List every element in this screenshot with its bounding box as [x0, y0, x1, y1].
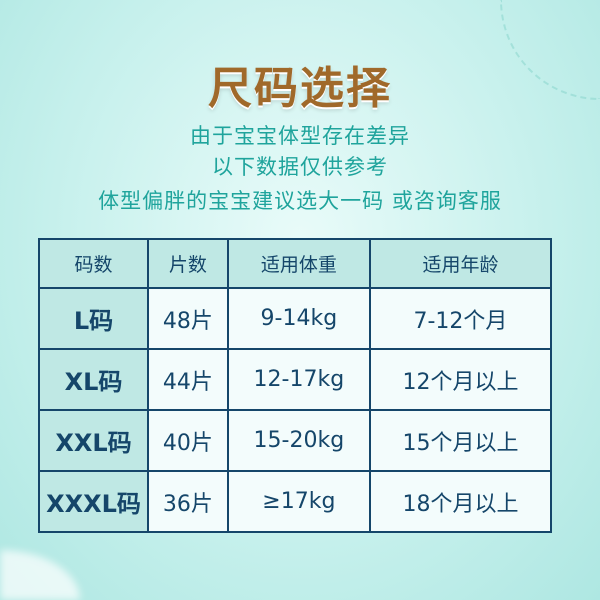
cell-count: 40片: [147, 409, 229, 472]
cell-count: 48片: [147, 287, 229, 350]
header-count: 片数: [147, 238, 229, 289]
table-row: XXL码 40片 15-20kg 15个月以上: [38, 409, 553, 472]
header-weight: 适用体重: [226, 238, 371, 289]
header-size: 码数: [38, 238, 149, 289]
table-header-row: 码数 片数 适用体重 适用年龄: [38, 238, 553, 289]
cell-age: 15个月以上: [368, 409, 553, 472]
cell-size: L码: [38, 287, 149, 350]
cell-age: 18个月以上: [368, 470, 553, 533]
table-row: L码 48片 9-14kg 7-12个月: [38, 287, 553, 350]
cell-weight: 12-17kg: [226, 348, 371, 411]
cell-count: 44片: [147, 348, 229, 411]
cell-weight: 9-14kg: [226, 287, 371, 350]
cell-age: 7-12个月: [368, 287, 553, 350]
size-table: 码数 片数 适用体重 适用年龄 L码 48片 9-14kg 7-12个月 XL码…: [38, 238, 553, 533]
cell-size: XXXL码: [38, 470, 149, 533]
cell-size: XL码: [38, 348, 149, 411]
subtitle-line-1: 由于宝宝体型存在差异: [190, 124, 410, 148]
header-age: 适用年龄: [368, 238, 553, 289]
subtitle-line-3: 体型偏胖的宝宝建议选大一码 或咨询客服: [98, 189, 502, 213]
decorative-cloud: [0, 550, 80, 600]
cell-weight: 15-20kg: [226, 409, 371, 472]
cell-weight: ≥17kg: [226, 470, 371, 533]
cell-count: 36片: [147, 470, 229, 533]
table-row: XXXL码 36片 ≥17kg 18个月以上: [38, 470, 553, 533]
page-title: 尺码选择: [208, 63, 392, 114]
cell-size: XXL码: [38, 409, 149, 472]
cell-age: 12个月以上: [368, 348, 553, 411]
table-row: XL码 44片 12-17kg 12个月以上: [38, 348, 553, 411]
subtitle-line-2: 以下数据仅供参考: [212, 155, 388, 179]
